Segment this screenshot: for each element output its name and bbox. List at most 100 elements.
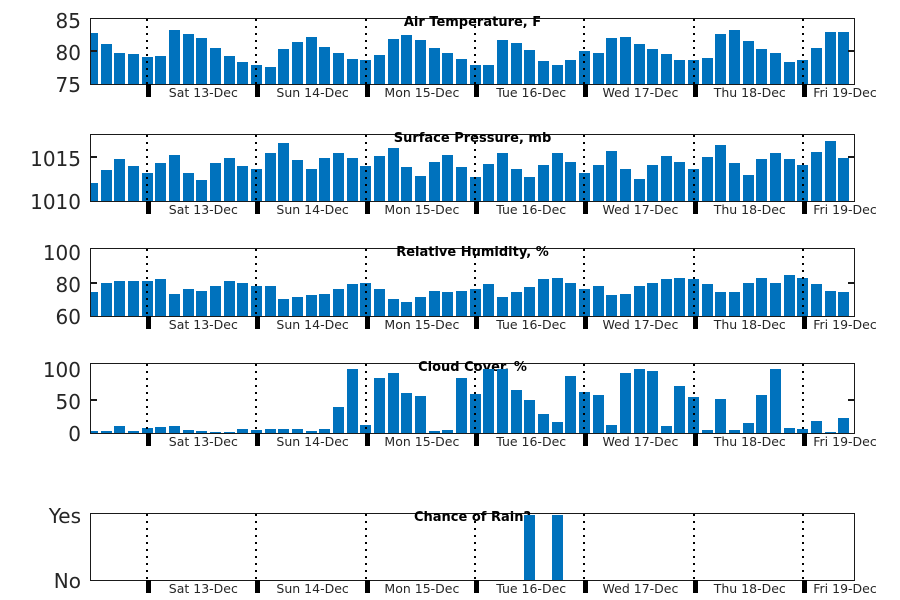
chart-title: Relative Humidity, % xyxy=(396,245,549,260)
bar xyxy=(414,395,426,433)
bar xyxy=(210,285,222,316)
day-boundary-tick xyxy=(801,580,807,593)
bar xyxy=(264,428,276,433)
bar xyxy=(633,369,645,433)
bar xyxy=(210,432,222,433)
day-boundary-tick xyxy=(692,201,698,214)
bar xyxy=(565,282,577,316)
chart-title: Surface Pressure, mb xyxy=(393,131,552,146)
bar xyxy=(346,158,358,201)
bar xyxy=(428,290,440,316)
bar xyxy=(633,285,645,316)
bar xyxy=(292,296,303,316)
subplot-relative-humidity: Relative Humidity, % 60 80 100 Sat 13-Dec Su… xyxy=(43,243,877,332)
bar xyxy=(510,389,522,433)
bar xyxy=(155,163,167,201)
day-gridline xyxy=(364,514,367,580)
bar xyxy=(633,44,645,84)
bar xyxy=(783,159,795,201)
bar xyxy=(811,420,823,433)
x-tick-label: Wed 17-Dec xyxy=(602,85,679,100)
bar xyxy=(455,166,467,201)
bar xyxy=(114,159,126,201)
y-tick-mark xyxy=(848,399,854,401)
day-boundary-tick xyxy=(146,201,152,214)
x-tick-label: Sat 13-Dec xyxy=(168,202,238,217)
day-gridline xyxy=(801,135,804,201)
bar xyxy=(223,158,235,201)
day-gridline xyxy=(364,364,367,433)
bar xyxy=(91,183,99,201)
x-tick-label: Mon 15-Dec xyxy=(384,581,460,596)
day-gridline xyxy=(255,514,258,580)
bar xyxy=(264,153,276,201)
chart-title: Air Temperature, F xyxy=(403,15,542,30)
bar xyxy=(210,47,222,84)
x-tick-label: Tue 16-Dec xyxy=(496,85,567,100)
x-tick-label: Tue 16-Dec xyxy=(496,202,567,217)
bar xyxy=(537,165,549,201)
day-gridline xyxy=(146,514,149,580)
bar xyxy=(292,42,303,84)
bar xyxy=(510,168,522,201)
bar xyxy=(332,288,344,316)
bar xyxy=(770,369,782,433)
day-gridline xyxy=(474,249,477,316)
bar xyxy=(715,145,727,201)
bar xyxy=(524,400,536,433)
day-gridline xyxy=(146,364,149,433)
x-tick-label: Sat 13-Dec xyxy=(168,317,238,332)
x-tick-label: Thu 18-Dec xyxy=(713,202,786,217)
day-gridline xyxy=(692,514,695,580)
bar xyxy=(128,165,140,201)
bar xyxy=(701,429,713,433)
day-gridline xyxy=(583,514,586,580)
day-boundary-tick xyxy=(692,316,698,329)
x-tick-label: Sun 14-Dec xyxy=(276,85,349,100)
y-tick-mark xyxy=(91,282,97,284)
subplot-air-temperature: Air Temperature, F 75 80 85 Sat 13-Dec Sun 1… xyxy=(56,11,877,101)
bar xyxy=(114,281,126,316)
day-gridline xyxy=(801,249,804,316)
day-boundary-tick xyxy=(692,84,698,97)
day-boundary-tick xyxy=(146,580,152,593)
bar xyxy=(715,292,727,316)
bar xyxy=(196,37,208,84)
bar xyxy=(442,154,454,201)
x-tick-label: Fri 19-Dec xyxy=(813,581,877,596)
y-tick-label: No xyxy=(53,568,81,593)
bar xyxy=(824,431,836,433)
day-gridline xyxy=(255,364,258,433)
bar xyxy=(619,36,631,84)
day-boundary-tick xyxy=(474,316,480,329)
bar xyxy=(264,285,276,316)
day-gridline xyxy=(364,135,367,201)
bar xyxy=(756,49,768,84)
chart-title: Chance of Rain? xyxy=(413,510,532,525)
y-tick-label: 50 xyxy=(55,389,81,414)
day-gridline xyxy=(255,135,258,201)
bar xyxy=(169,30,181,84)
y-tick-label: 80 xyxy=(55,40,81,65)
bar xyxy=(729,30,741,84)
bar xyxy=(292,429,303,433)
day-boundary-tick xyxy=(364,433,370,446)
bar xyxy=(169,154,181,201)
day-gridline xyxy=(364,19,367,84)
x-tick-label: Tue 16-Dec xyxy=(496,317,567,332)
bar xyxy=(196,431,208,433)
bar xyxy=(551,65,563,84)
bar xyxy=(182,429,194,433)
bar xyxy=(442,430,454,433)
bar xyxy=(114,53,126,84)
bar xyxy=(483,65,495,84)
bar xyxy=(169,293,181,316)
subplot-surface-pressure: Surface Pressure, mb 1010 1015 Sat 13-Dec S… xyxy=(30,131,877,217)
bar xyxy=(592,52,604,84)
y-tick-label: 100 xyxy=(42,240,81,265)
bar xyxy=(729,292,741,316)
plot-area xyxy=(91,135,854,201)
x-tick-label: Sun 14-Dec xyxy=(276,581,349,596)
bar xyxy=(756,277,768,316)
